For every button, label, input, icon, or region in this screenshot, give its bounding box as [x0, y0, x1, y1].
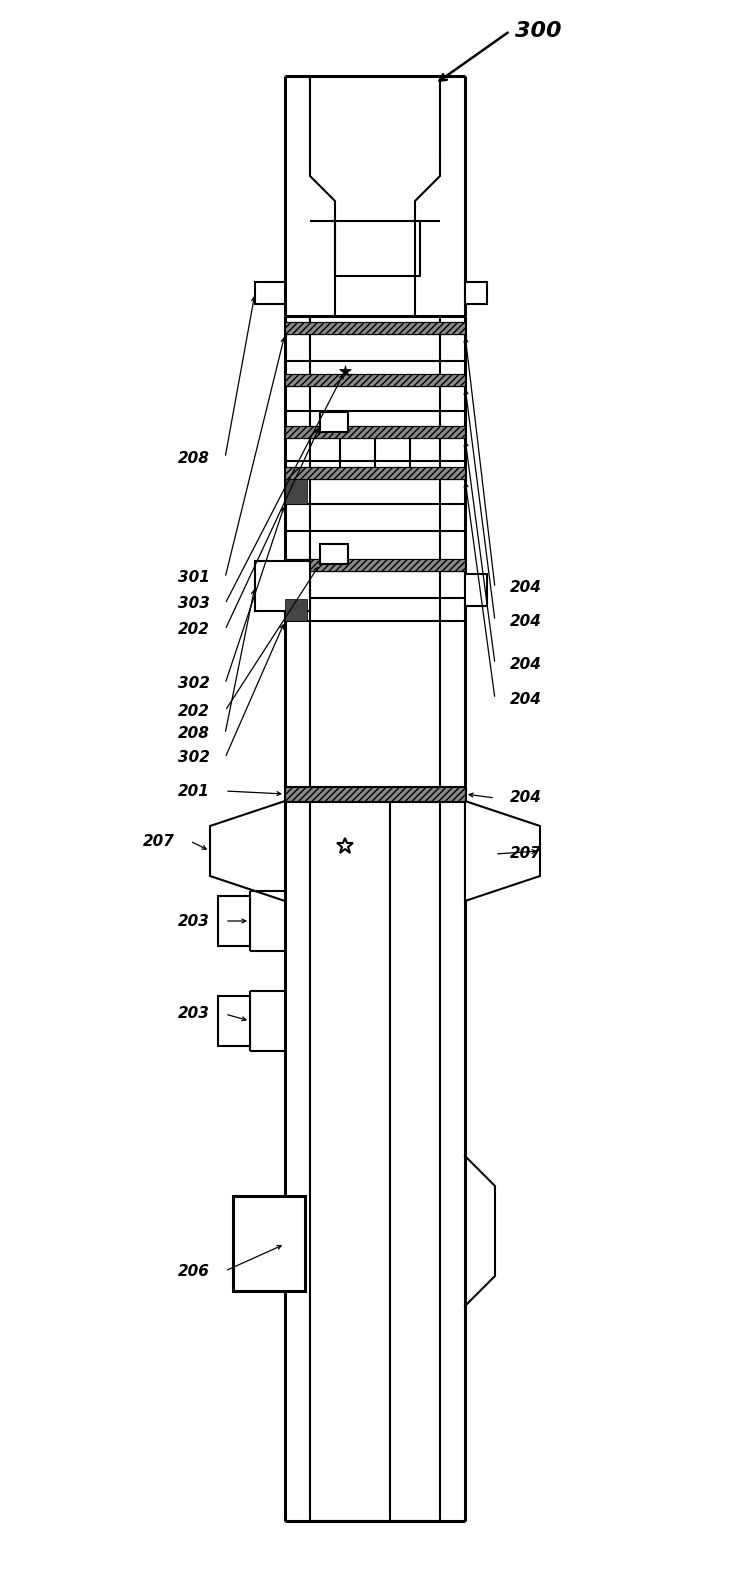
- Text: 302: 302: [178, 676, 210, 692]
- Text: 204: 204: [510, 692, 542, 706]
- Bar: [255, 561, 310, 611]
- Bar: [320, 544, 348, 564]
- Bar: [233, 1196, 305, 1291]
- Bar: [285, 322, 465, 334]
- Text: 203: 203: [178, 914, 210, 928]
- Bar: [285, 559, 465, 571]
- Bar: [285, 466, 465, 479]
- Text: 303: 303: [178, 596, 210, 611]
- Bar: [320, 411, 348, 432]
- Text: 207: 207: [143, 834, 175, 848]
- Bar: [285, 599, 307, 621]
- Polygon shape: [465, 801, 540, 901]
- Bar: [285, 374, 465, 386]
- Bar: [218, 996, 250, 1046]
- Text: 203: 203: [178, 1007, 210, 1021]
- Bar: [255, 282, 285, 304]
- Bar: [285, 479, 307, 504]
- Text: 208: 208: [178, 451, 210, 465]
- Bar: [285, 786, 465, 801]
- Text: 204: 204: [510, 657, 542, 671]
- Bar: [335, 221, 420, 276]
- Text: 207: 207: [510, 846, 542, 862]
- Polygon shape: [210, 801, 285, 901]
- Bar: [285, 426, 465, 438]
- Text: 201: 201: [178, 783, 210, 799]
- Bar: [218, 897, 250, 946]
- Bar: [465, 574, 487, 607]
- Text: 204: 204: [510, 613, 542, 629]
- Text: 302: 302: [178, 750, 210, 766]
- Text: 206: 206: [178, 1264, 210, 1278]
- Text: 202: 202: [178, 623, 210, 638]
- Text: 204: 204: [510, 791, 542, 805]
- Bar: [465, 282, 487, 304]
- Text: 204: 204: [510, 580, 542, 596]
- Text: 301: 301: [178, 571, 210, 586]
- Text: 208: 208: [178, 727, 210, 741]
- Text: 300: 300: [515, 20, 562, 41]
- Text: 202: 202: [178, 703, 210, 719]
